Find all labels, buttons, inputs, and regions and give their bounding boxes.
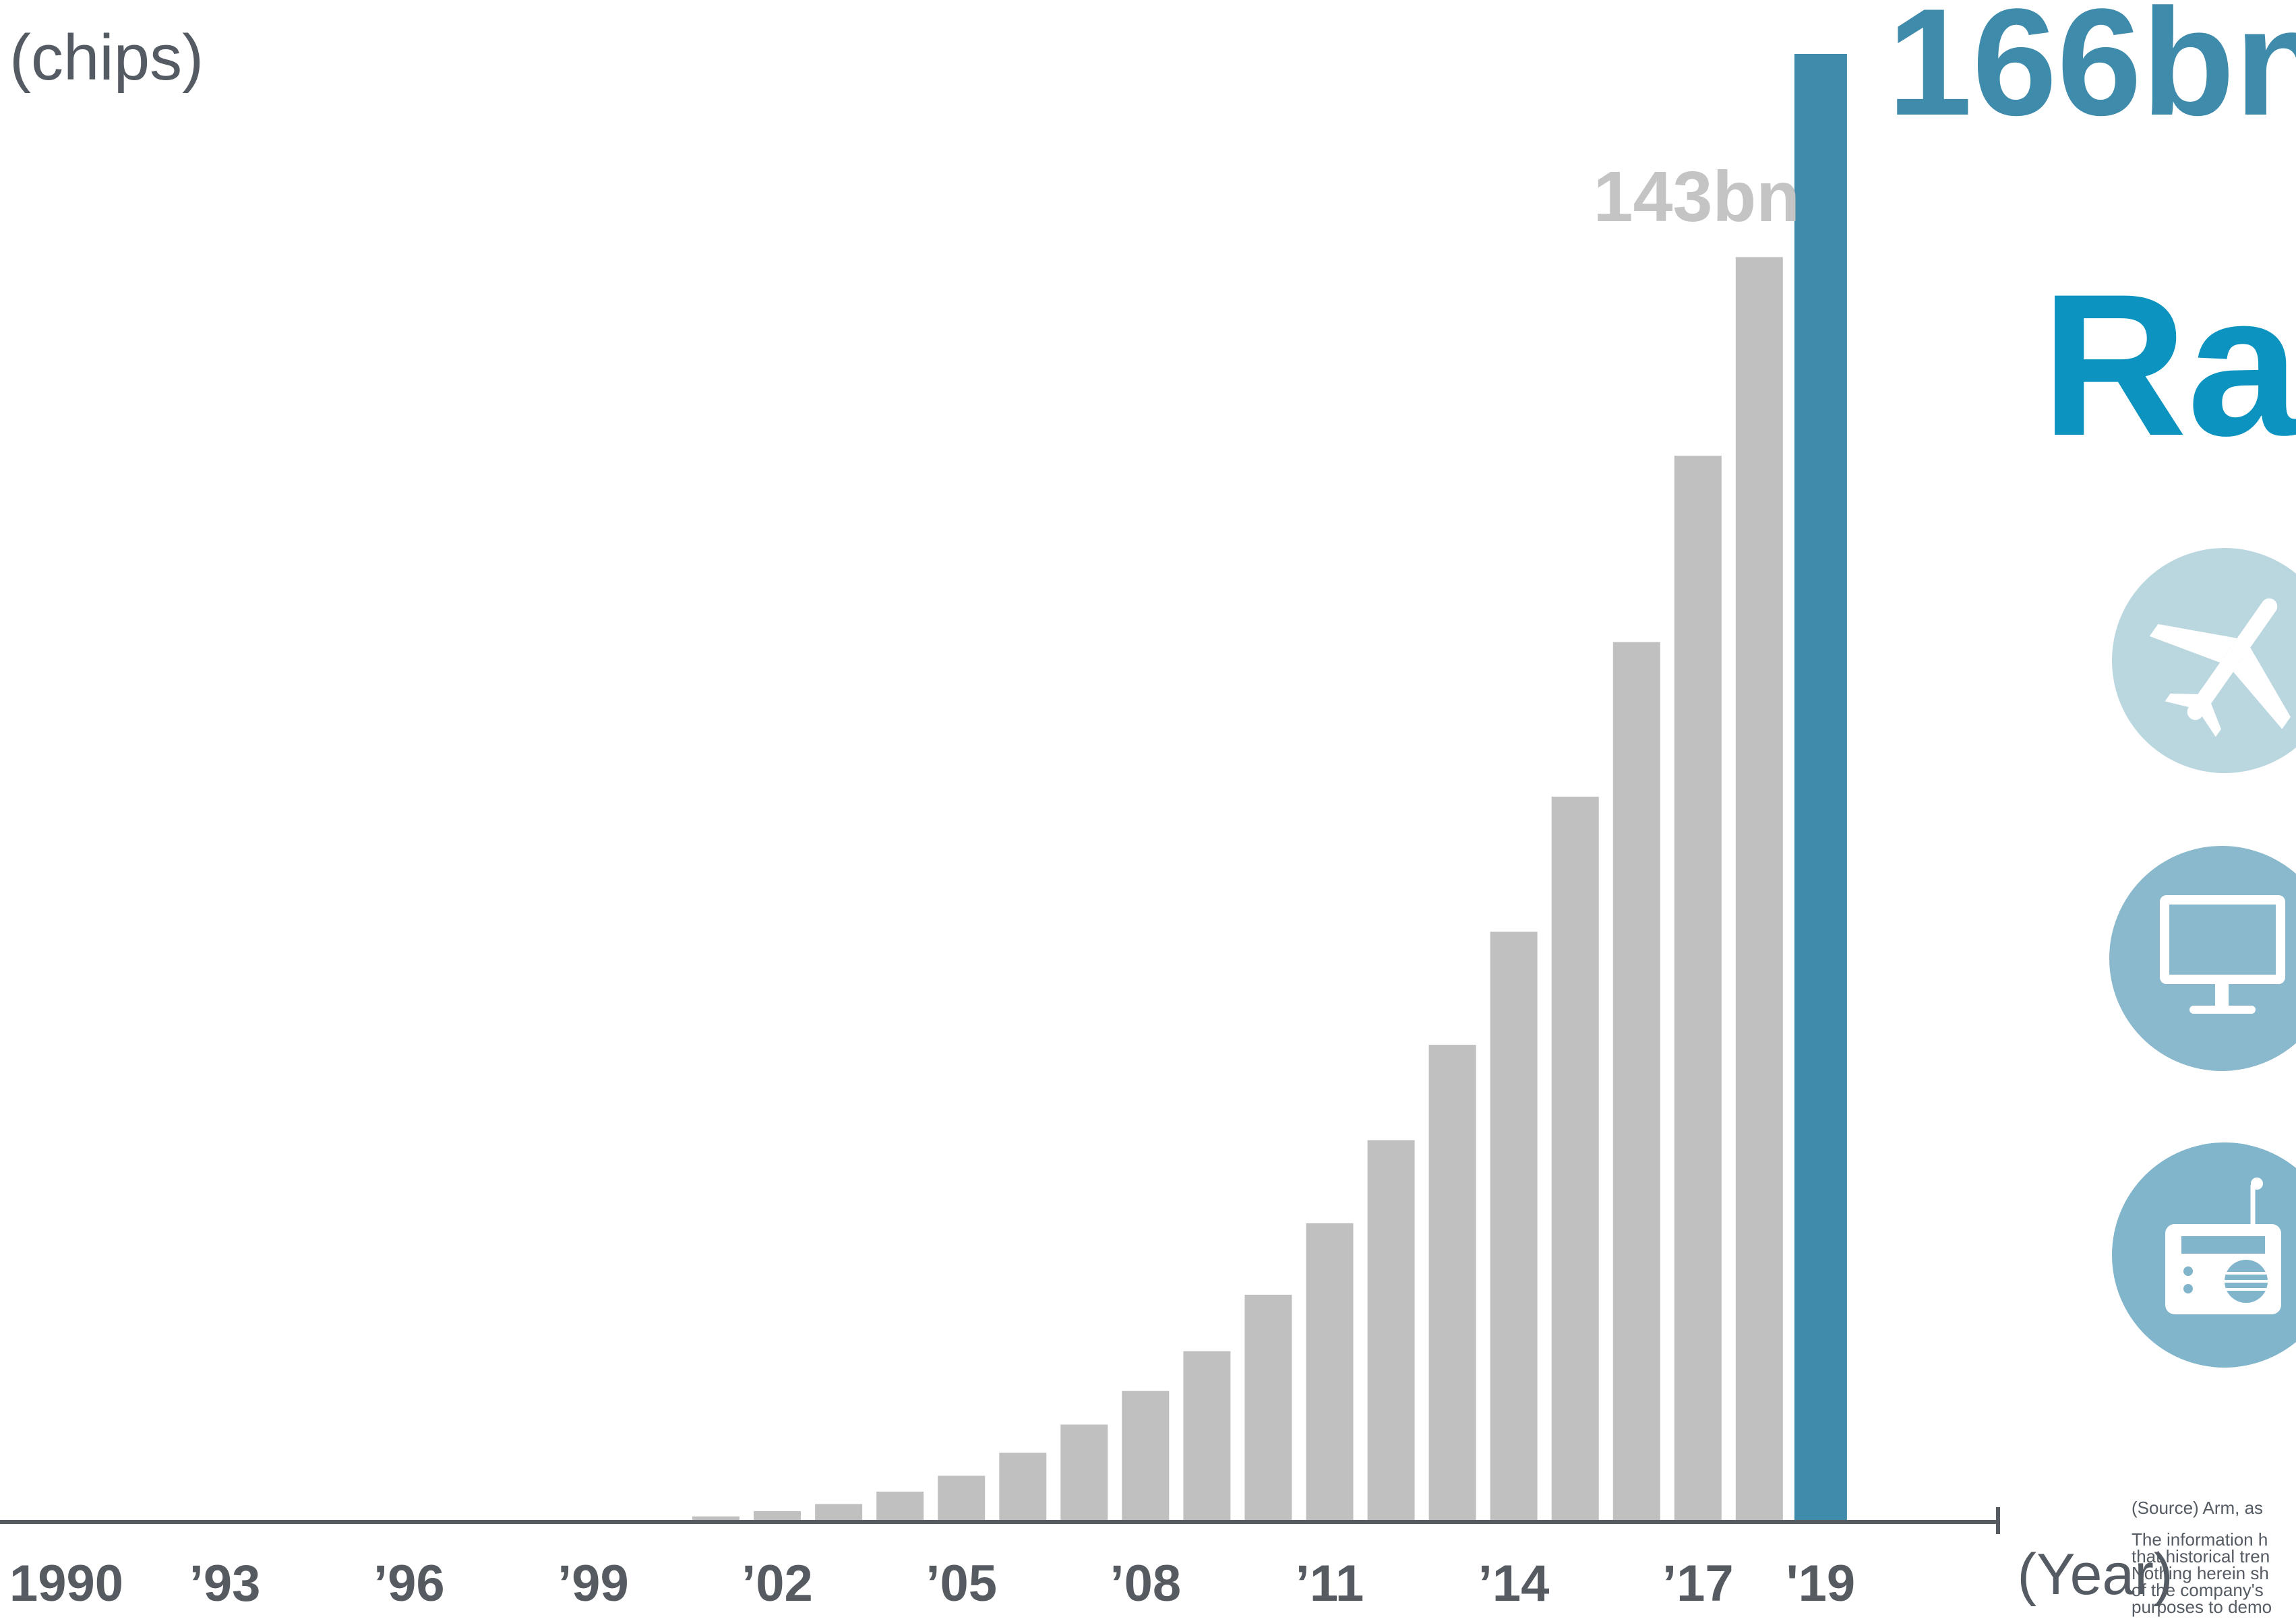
bar-2001: [692, 1516, 739, 1520]
disclaimer-line: Nothing herein sh: [2132, 1563, 2269, 1583]
x-tick-label-1990: 1990: [9, 1555, 123, 1612]
x-tick-label-1996: ’96: [373, 1555, 445, 1612]
disclaimer-line: purposes to demo: [2132, 1597, 2272, 1617]
x-tick-label-1999: ’99: [557, 1555, 629, 1612]
bar-2010: [1244, 1294, 1292, 1520]
source-disclaimer: (Source) Arm, as The information h that …: [2132, 1498, 2296, 1619]
disclaimer-line: The information h: [2132, 1531, 2268, 1550]
bar-2004: [876, 1492, 924, 1520]
x-tick-label-2002: ’02: [742, 1555, 813, 1612]
bar-2015: [1551, 796, 1599, 1520]
bar-2014: [1490, 931, 1538, 1520]
x-tick-label-2019: '19: [1786, 1555, 1856, 1612]
bar-2008: [1122, 1391, 1170, 1520]
x-tick-label-2014: ’14: [1478, 1555, 1550, 1612]
chart-title: Rap: [2041, 251, 2296, 479]
bar-series: [692, 54, 1847, 1521]
bar-2009: [1183, 1351, 1231, 1520]
x-axis-unit-label: (Year): [2017, 1542, 2173, 1607]
x-tick-label-2005: ’05: [926, 1555, 997, 1612]
bar-2011: [1306, 1223, 1354, 1520]
x-axis-tick-labels: 1990 ’93 ’96 ’99 ’02 ’05 ’08 ’11 ’14 ’17 '19: [9, 1555, 1855, 1612]
x-tick-label-2011: ’11: [1296, 1555, 1364, 1612]
source-note: (Source) Arm, as: [2132, 1498, 2264, 1518]
bar-2002: [754, 1510, 801, 1520]
x-tick-label-2017: ’17: [1662, 1555, 1734, 1612]
highlight-value-label: 166bn: [1887, 0, 2296, 147]
disclaimer-line: of the company's: [2132, 1580, 2264, 1600]
previous-year-value-label: 143bn: [1594, 157, 1800, 237]
airplane-icon: [2112, 548, 2296, 773]
bar-2013: [1428, 1045, 1476, 1520]
x-tick-label-2008: ’08: [1110, 1555, 1181, 1612]
bar-2007: [1060, 1424, 1108, 1520]
disclaimer-text: The information h that historical tren N…: [2132, 1531, 2296, 1619]
x-tick-label-1993: ’93: [189, 1555, 261, 1612]
y-axis-unit-label: (chips): [9, 22, 204, 94]
bar-2006: [999, 1453, 1047, 1520]
bar-2005: [938, 1475, 986, 1520]
bar-2018: [1735, 257, 1783, 1520]
bar-2019-highlight: [1794, 54, 1847, 1520]
bar-2012: [1367, 1140, 1415, 1520]
radio-icon: [2112, 1142, 2296, 1368]
monitor-icon: [2109, 846, 2296, 1071]
bar-2003: [815, 1504, 863, 1520]
disclaimer-line: that historical tren: [2132, 1546, 2270, 1566]
bar-2017: [1674, 456, 1722, 1521]
bar-2016: [1612, 642, 1660, 1520]
